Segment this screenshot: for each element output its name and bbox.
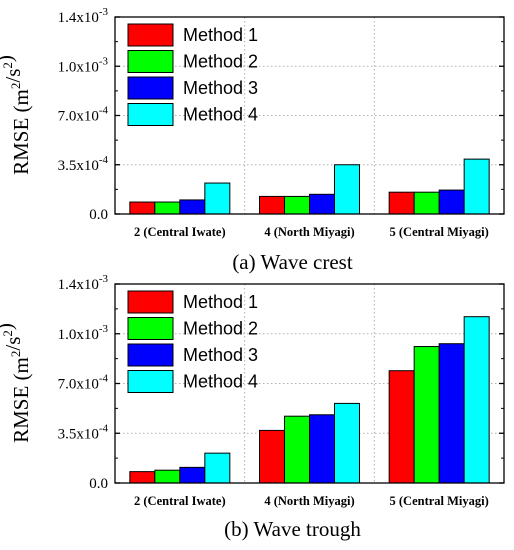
legend-label: Method 4 xyxy=(183,372,258,392)
legend-label: Method 3 xyxy=(183,78,258,98)
legend: Method 1 Method 2 Method 3 Method 4 xyxy=(127,23,258,126)
bar xyxy=(284,415,310,484)
bar xyxy=(179,466,206,484)
y-tick-label: 1.0x10-3 xyxy=(58,323,109,343)
bar xyxy=(309,193,335,215)
chart-title: (a) Wave crest xyxy=(232,250,353,274)
bar xyxy=(309,414,335,484)
bar xyxy=(259,195,285,215)
y-tick-label: 1.4x10-3 xyxy=(58,6,109,26)
bar xyxy=(438,189,465,215)
bar xyxy=(388,191,415,215)
bar xyxy=(413,191,440,215)
chart-title: (b) Wave trough xyxy=(224,517,361,541)
x-tick-label: 2 (Central Iwate) xyxy=(134,225,226,239)
bar xyxy=(334,164,360,215)
chart-panel-2: 0.0 3.5x10-4 7.0x10-4 1.0x10-3 1.4x10-3 2 (Ce… xyxy=(0,273,505,541)
bar xyxy=(413,346,440,484)
y-axis-label: RMSE (m2/s2) xyxy=(0,55,33,175)
bar xyxy=(438,343,465,484)
bar xyxy=(284,195,310,215)
bar xyxy=(154,201,181,215)
bar xyxy=(154,469,181,484)
bar xyxy=(334,402,360,484)
bar xyxy=(129,201,156,215)
bar xyxy=(463,158,490,215)
legend-label: Method 4 xyxy=(183,105,258,125)
x-tick-label: 2 (Central Iwate) xyxy=(134,494,226,508)
legend-swatch xyxy=(127,103,174,126)
bar xyxy=(463,316,490,484)
y-tick-label: 7.0x10-4 xyxy=(58,373,109,393)
y-tick-label: 1.0x10-3 xyxy=(58,55,109,75)
legend-label: Method 2 xyxy=(183,52,258,72)
bar xyxy=(204,182,231,215)
bar xyxy=(129,471,156,484)
legend-swatch xyxy=(127,76,174,100)
y-tick-label: 0.0 xyxy=(89,207,108,223)
x-tick-label: 4 (North Miyagi) xyxy=(264,225,354,239)
x-tick-label: 4 (North Miyagi) xyxy=(264,494,354,508)
x-tick-label: 5 (Central Miyagi) xyxy=(390,225,489,239)
legend-swatch xyxy=(127,317,174,340)
y-tick-label: 7.0x10-4 xyxy=(58,105,109,125)
legend-label: Method 1 xyxy=(183,25,258,45)
legend: Method 1 Method 2 Method 3 Method 4 xyxy=(127,290,258,393)
legend-swatch xyxy=(127,50,174,73)
bar xyxy=(259,429,285,484)
y-tick-label: 1.4x10-3 xyxy=(58,273,109,293)
legend-swatch xyxy=(127,290,174,314)
legend-swatch xyxy=(127,343,174,367)
legend-swatch xyxy=(127,23,174,47)
x-tick-label: 5 (Central Miyagi) xyxy=(390,494,489,508)
y-tick-label: 0.0 xyxy=(89,476,108,492)
chart-panel-1: 0.0 3.5x10-4 7.0x10-4 1.0x10-3 1.4x10-3 2 (Ce… xyxy=(0,6,505,274)
y-tick-label: 3.5x10-4 xyxy=(58,154,109,174)
y-tick-label: 3.5x10-4 xyxy=(58,422,109,442)
legend-label: Method 2 xyxy=(183,319,258,339)
legend-label: Method 1 xyxy=(183,292,258,312)
bar xyxy=(388,370,415,484)
bar xyxy=(204,452,231,484)
legend-swatch xyxy=(127,370,174,393)
legend-label: Method 3 xyxy=(183,345,258,365)
bar xyxy=(179,199,206,215)
y-axis-label: RMSE (m2/s2) xyxy=(0,323,33,443)
